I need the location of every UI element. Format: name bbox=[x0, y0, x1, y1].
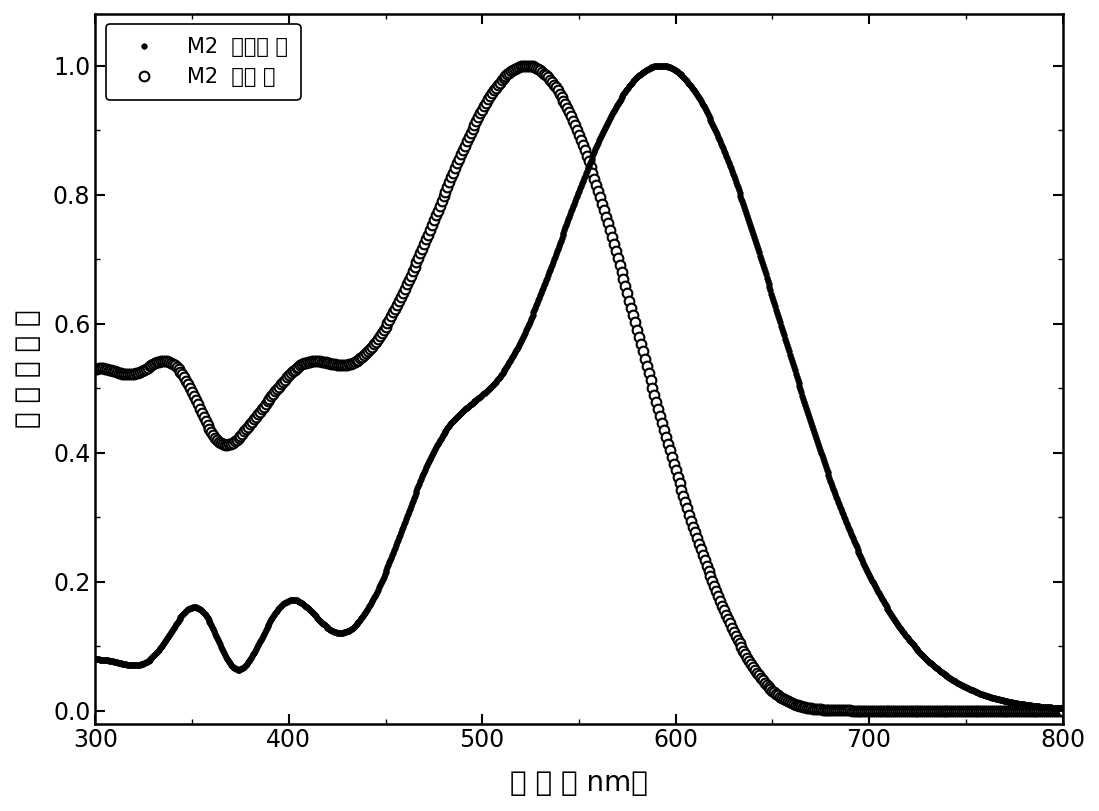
M2  在膜 中 bbox=[369, 337, 382, 346]
M2  在膜 中 bbox=[520, 61, 533, 71]
X-axis label: 波 长 （ nm）: 波 长 （ nm） bbox=[510, 769, 648, 797]
M2  在氯仿 中 bbox=[285, 595, 298, 605]
M2  在氯仿 中 bbox=[89, 654, 102, 664]
M2  在膜 中 bbox=[725, 623, 739, 633]
Line: M2  在氯仿 中: M2 在氯仿 中 bbox=[92, 62, 1065, 711]
M2  在膜 中 bbox=[441, 182, 454, 191]
M2  在氯仿 中 bbox=[945, 674, 958, 684]
Legend: M2  在氯仿 中, M2  在膜 中: M2 在氯仿 中, M2 在膜 中 bbox=[106, 24, 300, 100]
M2  在氯仿 中 bbox=[843, 526, 856, 536]
M2  在氯仿 中 bbox=[147, 650, 160, 660]
M2  在氯仿 中 bbox=[1056, 703, 1069, 713]
M2  在膜 中 bbox=[89, 364, 102, 374]
M2  在氯仿 中 bbox=[1010, 698, 1023, 708]
M2  在氯仿 中 bbox=[654, 61, 667, 71]
M2  在膜 中 bbox=[891, 706, 904, 715]
M2  在氯仿 中 bbox=[879, 600, 892, 610]
Line: M2  在膜 中: M2 在膜 中 bbox=[90, 61, 1067, 715]
M2  在膜 中 bbox=[1056, 706, 1069, 715]
M2  在膜 中 bbox=[713, 596, 726, 606]
Y-axis label: 归 一 化 吸 收: 归 一 化 吸 收 bbox=[14, 310, 42, 428]
M2  在膜 中 bbox=[329, 359, 342, 369]
